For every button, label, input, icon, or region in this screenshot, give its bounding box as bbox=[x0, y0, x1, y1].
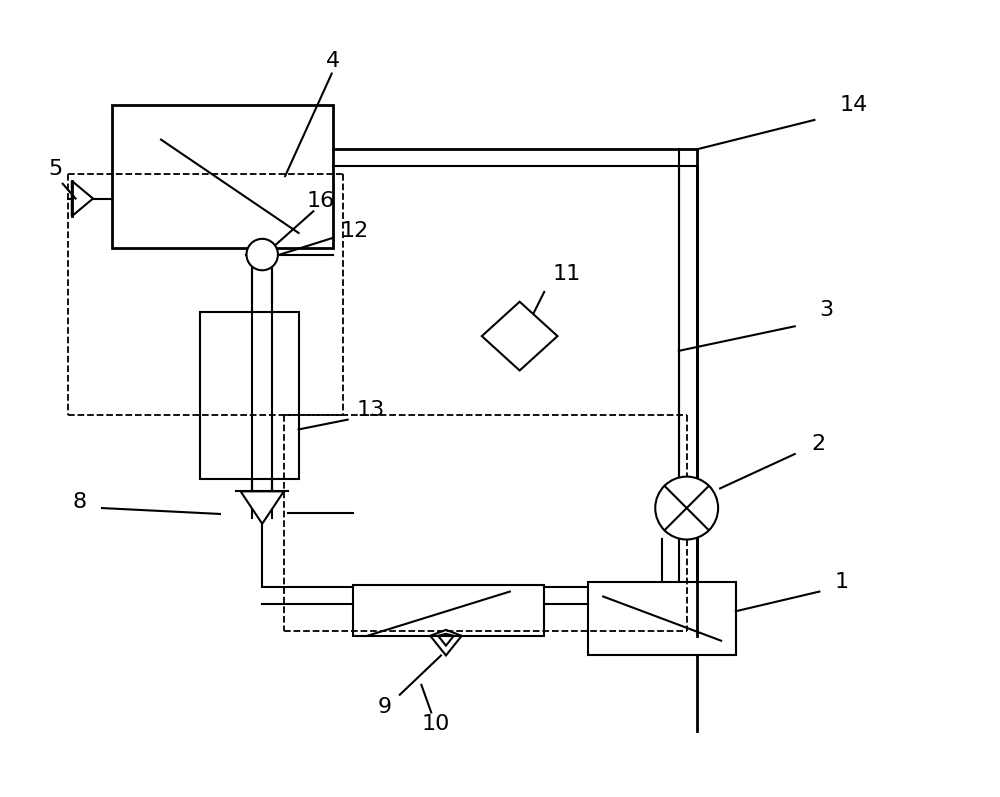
Text: 13: 13 bbox=[356, 400, 384, 420]
Polygon shape bbox=[482, 302, 557, 371]
Polygon shape bbox=[241, 492, 284, 524]
Text: 2: 2 bbox=[811, 434, 825, 454]
Text: 11: 11 bbox=[553, 264, 581, 285]
Text: 10: 10 bbox=[422, 714, 450, 734]
Text: 9: 9 bbox=[378, 697, 392, 717]
Text: 12: 12 bbox=[340, 221, 369, 241]
Circle shape bbox=[655, 477, 718, 540]
Text: 4: 4 bbox=[326, 51, 340, 71]
Text: 1: 1 bbox=[835, 571, 849, 591]
Text: 14: 14 bbox=[840, 95, 868, 116]
Bar bbox=[588, 582, 736, 655]
Circle shape bbox=[246, 239, 278, 270]
Text: 3: 3 bbox=[819, 300, 833, 320]
Text: 8: 8 bbox=[72, 493, 87, 512]
Bar bbox=[200, 312, 299, 478]
Text: 16: 16 bbox=[307, 191, 335, 211]
Text: 5: 5 bbox=[49, 159, 63, 179]
Bar bbox=[353, 585, 544, 636]
Bar bbox=[112, 105, 333, 248]
